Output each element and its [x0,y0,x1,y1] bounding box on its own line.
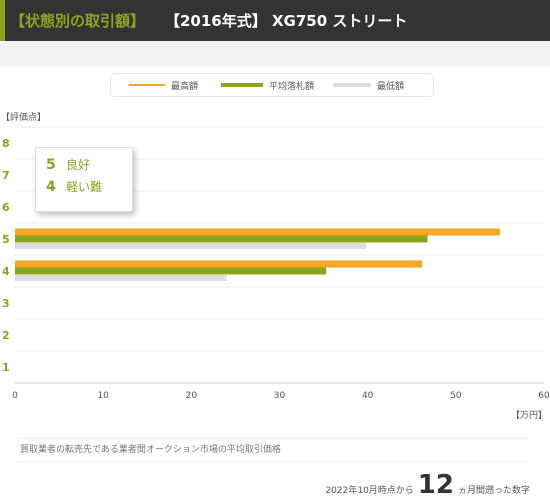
bar [15,235,428,243]
legend-label-max: 最高額 [171,81,199,92]
tooltip-score: 4 [46,178,56,195]
bar [15,260,423,268]
y-tick-label: 6 [2,201,10,214]
footnote: 買取業者の転売先である業者間オークション市場の平均取引価格 [18,438,530,462]
y-tick-label: 7 [2,169,10,182]
y-axis-unit: 【評価点】 [1,113,47,123]
chart-legend: 最高額 平均落札額 最低額 [110,73,434,97]
legend-swatch-max [129,84,165,86]
x-tick-label: 60 [538,391,550,401]
tooltip-score: 5 [46,156,56,173]
legend-swatch-min [333,83,371,87]
legend-item-avg[interactable]: 平均落札額 [221,74,314,96]
period-prefix: 2022年10月時点から [325,486,414,496]
y-tick-label: 1 [2,361,10,374]
header-band [0,41,550,67]
y-tick-label: 3 [2,297,10,310]
bar [15,267,327,275]
header-accent [0,0,5,41]
y-tick-label: 8 [2,137,10,150]
bar [15,228,500,236]
tooltip-row-5: 5 良好 [46,156,90,173]
period-months: 12 [417,470,454,500]
bar [15,275,227,281]
x-tick-label: 20 [186,391,198,401]
x-tick-label: 0 [12,391,18,401]
model-title: 【2016年式】 XG750 ストリート [165,12,408,30]
category-title: 【状態別の取引額】 [10,12,146,30]
y-tick-label: 2 [2,329,10,342]
bar-chart: 0 10 20 30 40 50 60 8 7 6 5 4 3 2 1 [2,126,550,401]
tooltip-label: 軽い難 [66,180,103,194]
y-tick-label: 5 [2,233,10,246]
header-bar: 【状態別の取引額】 【2016年式】 XG750 ストリート [0,0,550,41]
legend-label-avg: 平均落札額 [269,81,315,92]
tooltip-row-4: 4 軽い難 [46,178,102,195]
legend-item-min[interactable]: 最低額 [333,74,404,96]
x-tick-label: 10 [97,391,109,401]
y-tick-label: 4 [2,265,10,278]
chart-tooltip: 5 良好 4 軽い難 [35,147,133,212]
x-tick-label: 50 [450,391,462,401]
tooltip-label: 良好 [66,158,91,172]
x-tick-label: 30 [274,391,286,401]
bar [15,243,366,249]
x-tick-label: 40 [362,391,374,401]
legend-label-min: 最低額 [377,81,405,92]
legend-swatch-avg [221,83,263,87]
period-note: 2022年10月時点から 12 ヵ月間遡った数字 [325,470,530,500]
legend-item-max[interactable]: 最高額 [129,74,198,96]
period-suffix: ヵ月間遡った数字 [457,486,530,496]
x-axis-unit: 【万円】 [511,411,548,421]
